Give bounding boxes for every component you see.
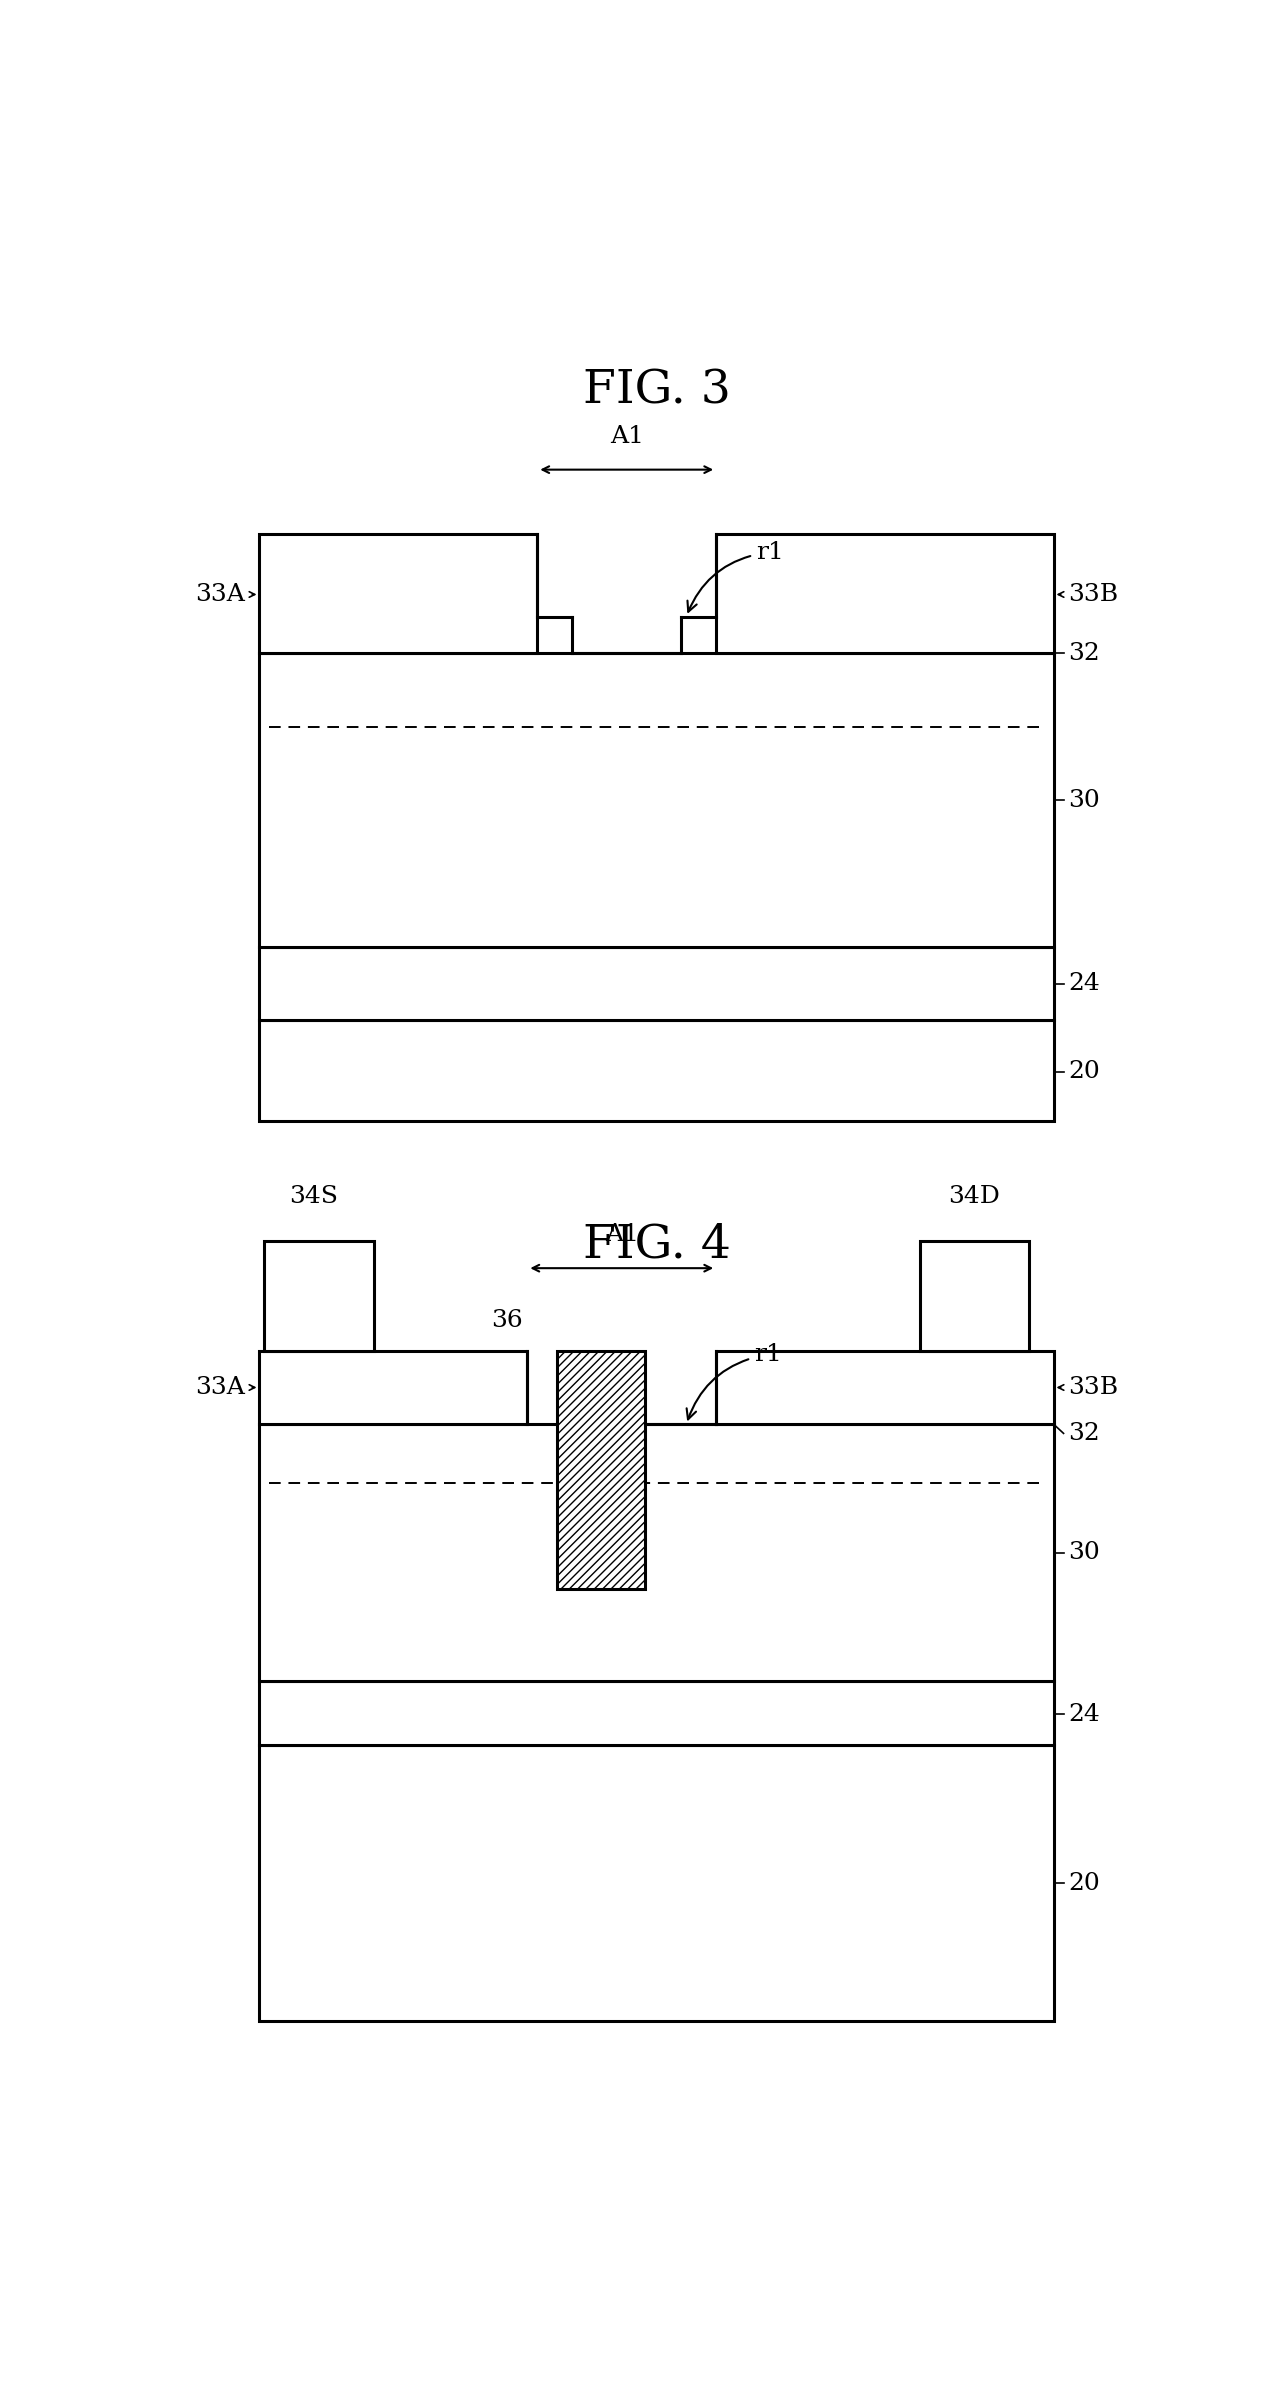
Bar: [259, 1681, 1054, 1745]
Text: 33B: 33B: [1068, 584, 1118, 606]
Bar: [716, 534, 1053, 653]
Bar: [259, 1423, 1054, 1681]
Text: FIG. 3: FIG. 3: [583, 370, 730, 415]
Bar: [716, 1352, 1053, 1423]
Text: 24: 24: [1068, 1702, 1100, 1726]
Bar: [557, 1352, 644, 1590]
Bar: [259, 1020, 1054, 1120]
Text: 20: 20: [1068, 1061, 1100, 1082]
Text: 34D: 34D: [948, 1185, 1000, 1209]
Text: 34S: 34S: [290, 1185, 338, 1209]
Bar: [264, 1240, 374, 1352]
Text: A1: A1: [610, 424, 643, 448]
Text: 24: 24: [1068, 973, 1100, 994]
Bar: [920, 1240, 1029, 1352]
Text: 36: 36: [491, 1309, 523, 1333]
Text: 32: 32: [1068, 1421, 1100, 1445]
Text: 20: 20: [1068, 1871, 1100, 1895]
Text: 30: 30: [1068, 789, 1100, 811]
Text: A1: A1: [605, 1223, 639, 1247]
Text: 30: 30: [1068, 1540, 1100, 1564]
Text: FIG. 4: FIG. 4: [583, 1223, 730, 1268]
Bar: [259, 653, 1054, 946]
Text: 32: 32: [1068, 641, 1100, 665]
Text: r1: r1: [688, 541, 784, 613]
Bar: [259, 534, 538, 653]
Text: r1: r1: [687, 1342, 781, 1418]
Text: 33A: 33A: [195, 584, 245, 606]
Bar: [259, 946, 1054, 1020]
Text: 33B: 33B: [1068, 1376, 1118, 1399]
Text: 33A: 33A: [195, 1376, 245, 1399]
Bar: [259, 1352, 528, 1423]
Bar: [259, 1745, 1054, 2022]
